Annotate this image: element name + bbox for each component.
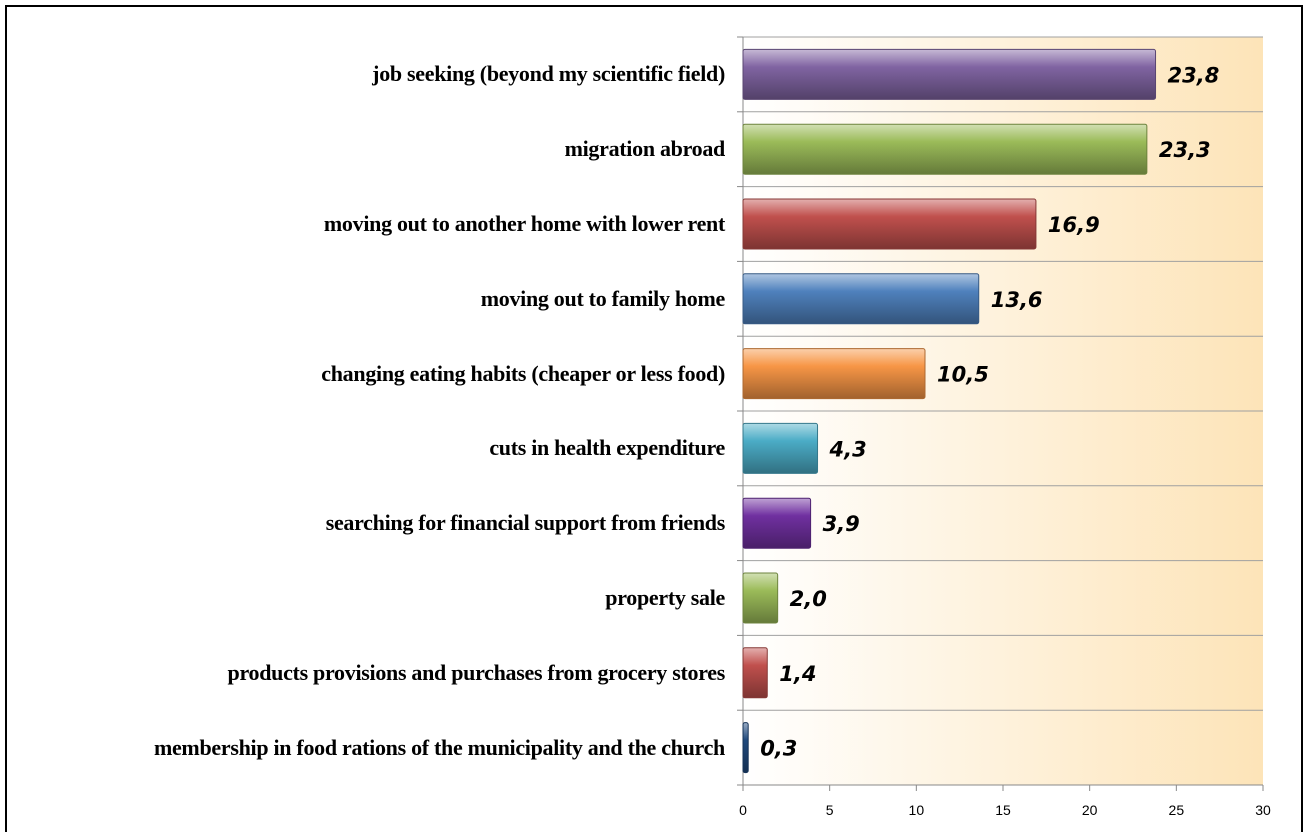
value-label: 3,9	[823, 512, 860, 536]
category-label: products provisions and purchases from g…	[140, 635, 726, 710]
x-tick-label: 25	[1169, 802, 1185, 818]
category-text: job seeking (beyond my scientific field)	[372, 61, 725, 87]
category-label: moving out to family home	[140, 261, 726, 336]
bar	[742, 422, 819, 474]
bar	[742, 273, 980, 325]
frame	[5, 5, 1303, 832]
x-tick-label: 10	[909, 802, 925, 818]
category-label: job seeking (beyond my scientific field)	[140, 37, 725, 112]
value-label: 13,6	[991, 288, 1043, 312]
bar	[742, 497, 812, 549]
category-text: searching for financial support from fri…	[325, 510, 726, 536]
category-label: cuts in health expenditure	[140, 411, 725, 486]
category-label: property sale	[140, 561, 725, 636]
category-text: property sale	[605, 584, 725, 610]
x-tick-label: 30	[1255, 802, 1271, 818]
category-label: moving out to another home with lower re…	[140, 187, 725, 262]
bar	[742, 123, 1148, 175]
bar	[742, 722, 749, 774]
x-tick-label: 0	[739, 802, 747, 818]
bar	[742, 198, 1037, 250]
category-label: migration abroad	[140, 112, 726, 187]
bar	[742, 647, 768, 699]
value-label: 0,3	[760, 737, 797, 761]
value-label: 23,3	[1159, 138, 1211, 162]
value-label: 23,8	[1168, 63, 1220, 87]
category-label: changing eating habits (cheaper or less …	[140, 336, 725, 411]
bar	[742, 48, 1157, 100]
category-text: migration abroad	[564, 136, 726, 162]
category-label: searching for financial support from fri…	[140, 486, 726, 561]
category-text: cuts in health expenditure	[489, 435, 725, 461]
category-text: moving out to family home	[480, 285, 726, 311]
category-text: membership in food rations of the munici…	[153, 734, 725, 760]
bar	[742, 572, 779, 624]
category-text: products provisions and purchases from g…	[227, 659, 726, 685]
category-label: membership in food rations of the munici…	[140, 710, 725, 785]
value-label: 10,5	[937, 363, 989, 387]
value-label: 4,3	[829, 437, 867, 461]
category-text: moving out to another home with lower re…	[323, 210, 725, 236]
x-tick-label: 5	[826, 802, 834, 818]
x-tick-label: 15	[995, 802, 1011, 818]
value-label: 1,4	[779, 662, 816, 686]
x-tick-label: 20	[1082, 802, 1098, 818]
category-text: changing eating habits (cheaper or less …	[321, 360, 725, 386]
value-label: 2,0	[790, 587, 827, 611]
value-label: 16,9	[1048, 213, 1100, 237]
bar	[742, 348, 926, 400]
